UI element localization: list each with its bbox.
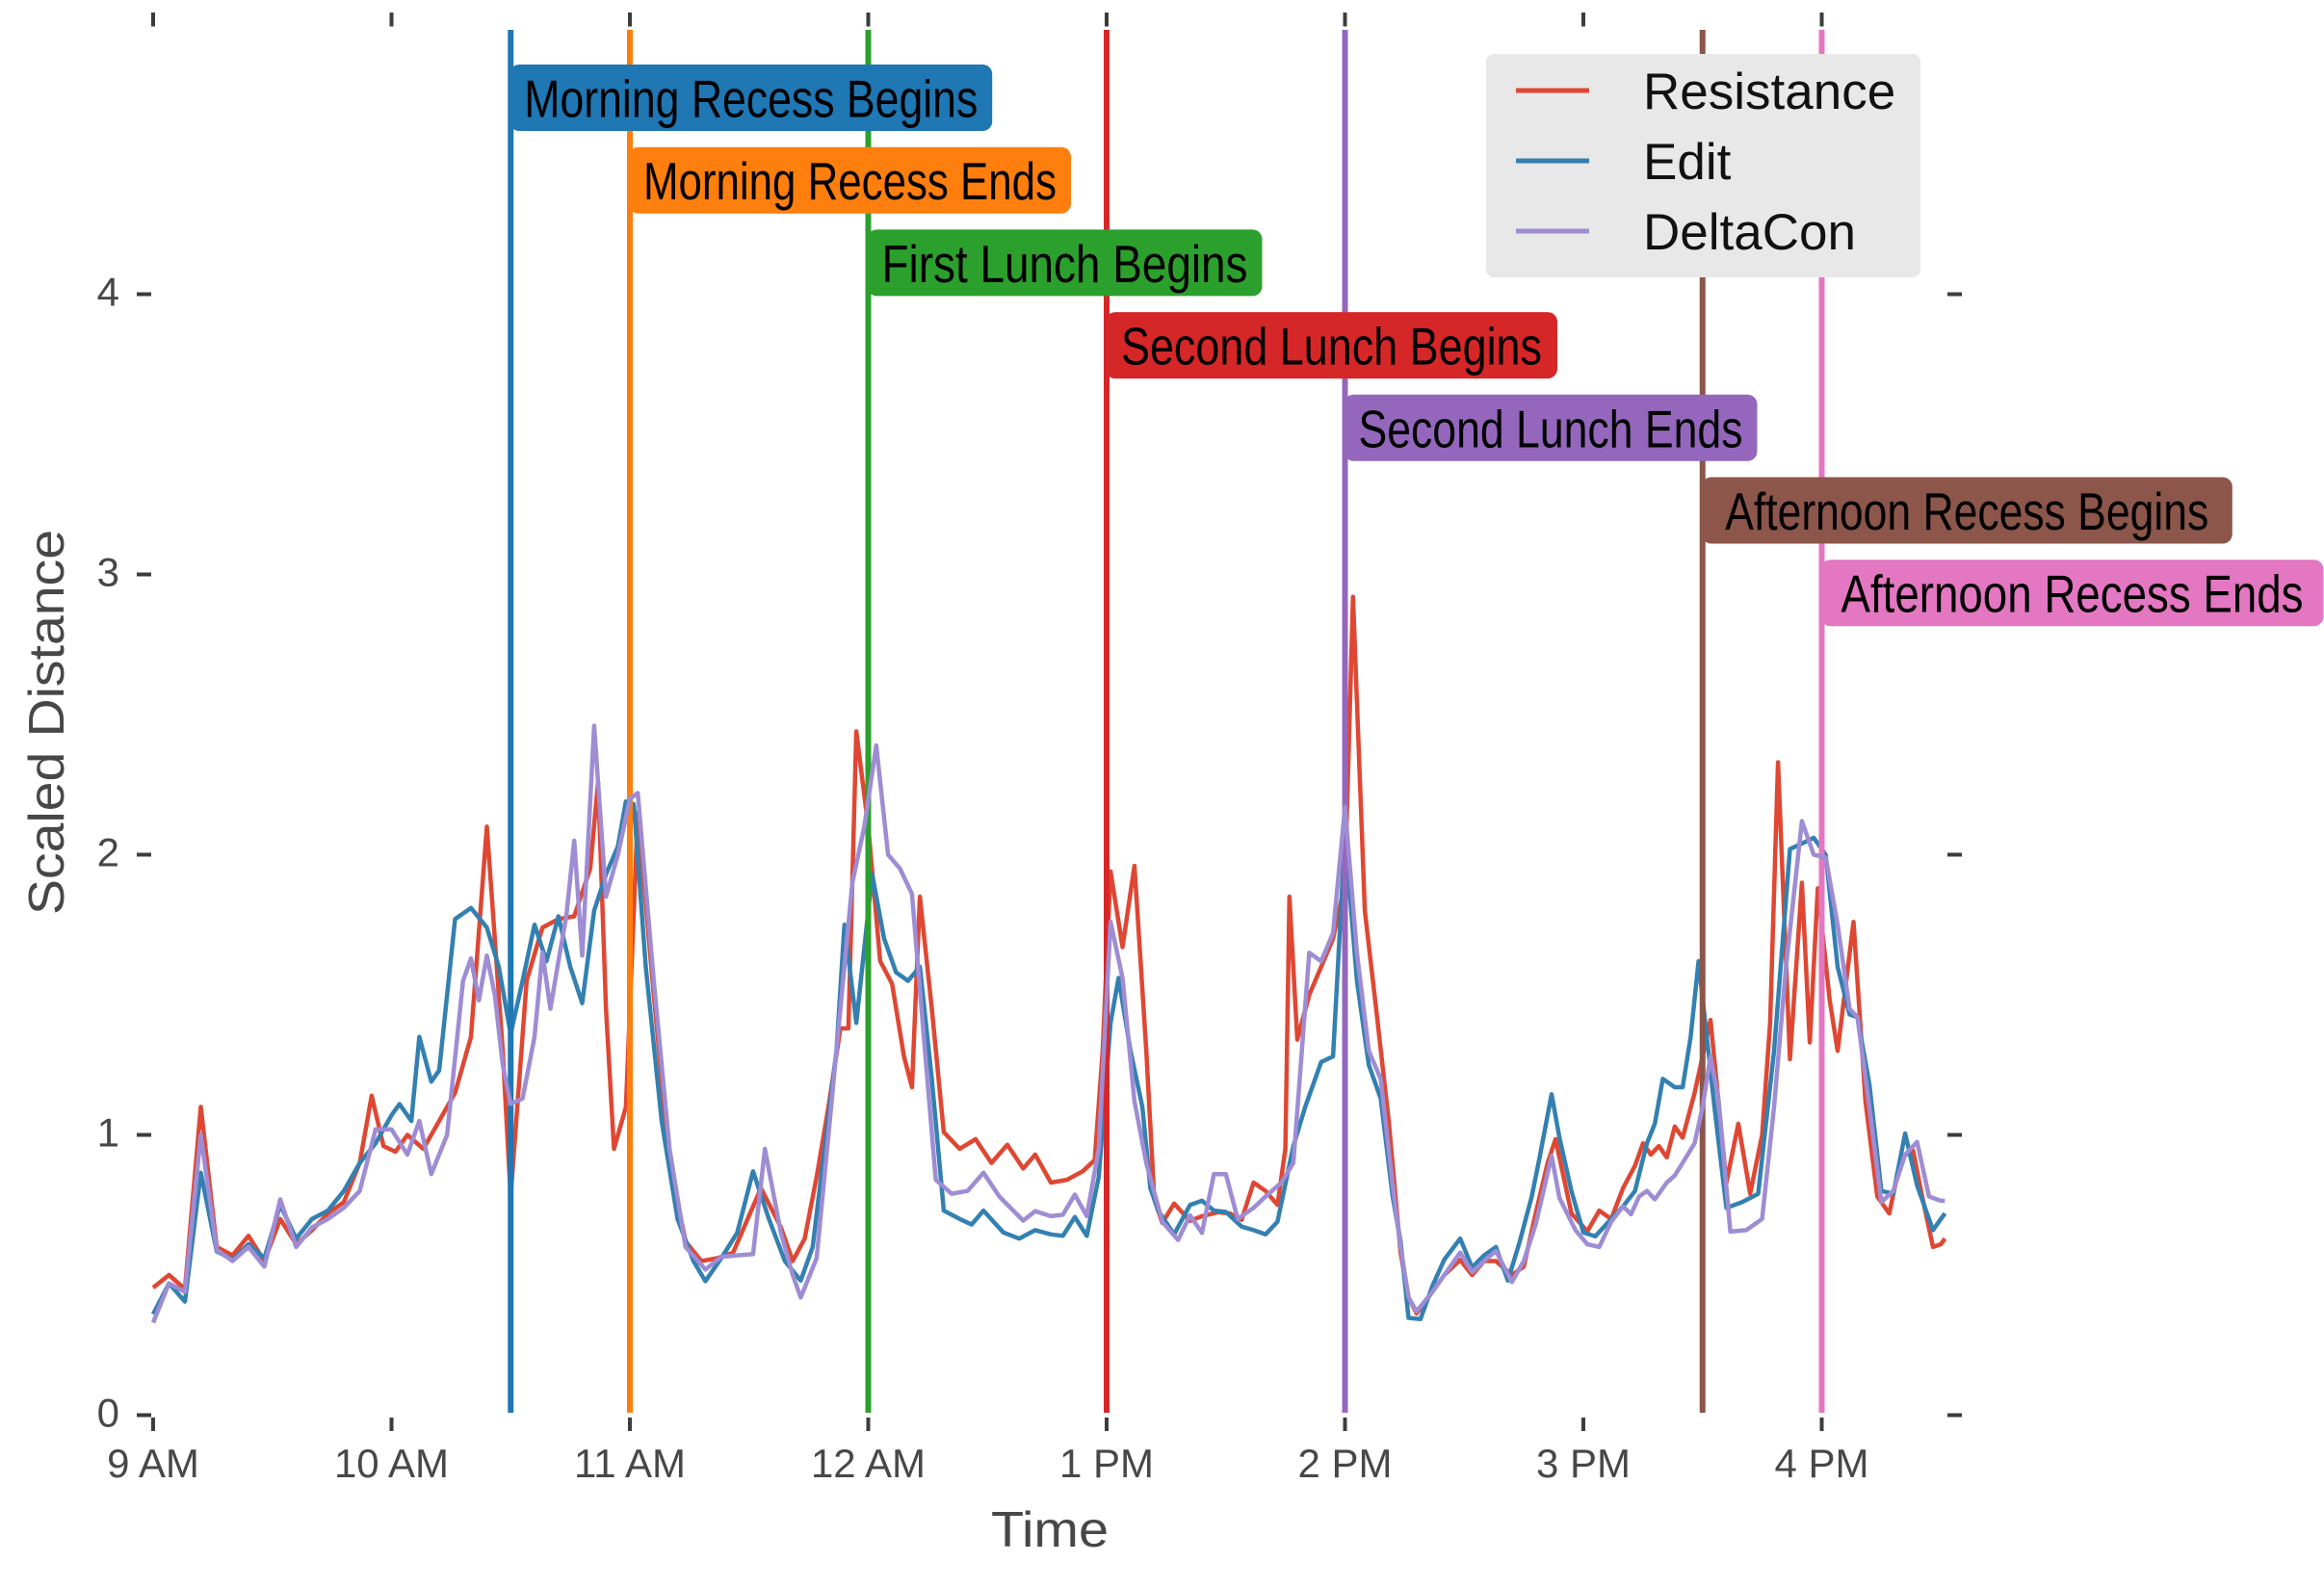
svg-text:Morning Recess Ends: Morning Recess Ends (643, 151, 1057, 211)
svg-text:Second Lunch Ends: Second Lunch Ends (1359, 399, 1743, 458)
svg-text:Edit: Edit (1643, 134, 1732, 191)
svg-text:2 PM: 2 PM (1297, 1441, 1392, 1486)
svg-text:Resistance: Resistance (1643, 64, 1895, 120)
svg-text:DeltaCon: DeltaCon (1643, 204, 1856, 261)
svg-text:1: 1 (97, 1110, 119, 1156)
svg-text:3 PM: 3 PM (1536, 1441, 1631, 1486)
svg-text:Time: Time (991, 1502, 1109, 1558)
svg-text:First Lunch Begins: First Lunch Begins (882, 234, 1248, 294)
svg-text:3: 3 (97, 550, 119, 595)
svg-text:Morning Recess Begins: Morning Recess Begins (524, 69, 978, 129)
svg-text:2: 2 (97, 830, 119, 875)
svg-text:12 AM: 12 AM (811, 1441, 926, 1486)
svg-text:Afternoon Recess Ends: Afternoon Recess Ends (1841, 564, 2304, 624)
svg-text:Second Lunch Begins: Second Lunch Begins (1121, 317, 1542, 377)
svg-text:0: 0 (97, 1391, 119, 1436)
svg-text:10 AM: 10 AM (334, 1441, 449, 1486)
svg-text:4: 4 (97, 270, 119, 315)
svg-text:9 AM: 9 AM (107, 1441, 199, 1486)
svg-text:4 PM: 4 PM (1774, 1441, 1868, 1486)
svg-text:Scaled Distance: Scaled Distance (19, 530, 75, 915)
svg-text:11 AM: 11 AM (574, 1441, 686, 1486)
svg-text:Afternoon Recess Begins: Afternoon Recess Begins (1725, 482, 2208, 541)
svg-text:1 PM: 1 PM (1059, 1441, 1154, 1486)
